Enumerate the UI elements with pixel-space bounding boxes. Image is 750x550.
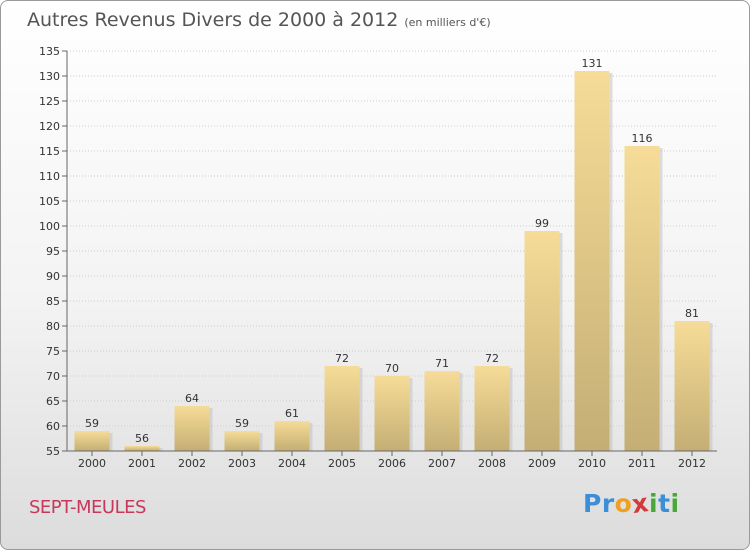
data-label-2008: 72 [485,352,499,365]
chart-title-text: Autres Revenus Divers de 2000 à 2012 [27,9,399,31]
y-tick-label: 75 [46,345,60,358]
x-tick-label-2001: 2001 [128,457,156,470]
data-label-2004: 61 [285,407,299,420]
y-tick-label: 65 [46,395,60,408]
logo-letter: x [630,487,651,520]
y-tick-label: 110 [39,170,60,183]
data-label-2003: 59 [235,417,249,430]
bars: 59 56 64 59 61 72 70 71 72 99 131 116 81 [74,57,713,451]
bar-2007 [424,371,460,451]
data-label-2000: 59 [85,417,99,430]
logo-letter: t [658,489,671,518]
bar-2004 [274,421,310,451]
x-tick-label-2002: 2002 [178,457,206,470]
x-tick-label-2007: 2007 [428,457,456,470]
chart-subtitle: (en milliers d'€) [404,16,491,29]
logo-letter: o [614,489,633,518]
bar-2008 [474,366,510,451]
bar-2011 [624,146,660,451]
bar-2010 [574,71,610,451]
y-tick-label: 100 [39,220,60,233]
data-label-2005: 72 [335,352,349,365]
x-tick-label-2009: 2009 [528,457,556,470]
y-tick-label: 125 [39,95,60,108]
data-label-2010: 131 [582,57,603,70]
bar-2000 [74,431,110,451]
bar-2006 [374,376,410,451]
y-tick-label: 60 [46,420,60,433]
bar-2012 [674,321,710,451]
bar-2002 [174,406,210,451]
y-tick-label: 80 [46,320,60,333]
place-name: SEPT-MEULES [29,497,146,518]
bar-2005 [324,366,360,451]
data-label-2009: 99 [535,217,549,230]
data-label-2001: 56 [135,432,149,445]
data-label-2006: 70 [385,362,399,375]
x-tick-label-2012: 2012 [678,457,706,470]
data-label-2012: 81 [685,307,699,320]
y-tick-label: 120 [39,120,60,133]
proxiti-logo: Proxiti [583,487,680,520]
x-tick-label-2005: 2005 [328,457,356,470]
y-tick-label: 70 [46,370,60,383]
bar-2001 [124,446,160,451]
chart-title: Autres Revenus Divers de 2000 à 2012 (en … [27,9,491,31]
y-tick-label: 55 [46,445,60,458]
y-axis: 55 60 65 70 75 80 85 90 95 100 105 110 115 120 125 130 1… [39,45,68,458]
data-label-2002: 64 [185,392,199,405]
x-tick-label-2010: 2010 [578,457,606,470]
data-label-2011: 116 [632,132,653,145]
y-tick-label: 135 [39,45,60,58]
x-tick-label-2000: 2000 [78,457,106,470]
logo-letter: P [583,489,602,518]
x-tick-label-2008: 2008 [478,457,506,470]
y-tick-label: 130 [39,70,60,83]
logo-letter: r [601,489,615,518]
logo-letter: i [670,489,680,518]
x-axis: 2000 2001 2002 2003 2004 2005 2006 2007 2008 2009… [67,450,717,470]
x-tick-label-2003: 2003 [228,457,256,470]
bar-2009 [524,231,560,451]
y-tick-label: 90 [46,270,60,283]
x-tick-label-2011: 2011 [628,457,656,470]
data-label-2007: 71 [435,357,449,370]
bar-2003 [224,431,260,451]
x-tick-label-2004: 2004 [278,457,306,470]
y-tick-label: 85 [46,295,60,308]
x-tick-label-2006: 2006 [378,457,406,470]
y-tick-label: 115 [39,145,60,158]
y-tick-label: 105 [39,195,60,208]
logo-letter: i [649,489,659,518]
y-tick-label: 95 [46,245,60,258]
